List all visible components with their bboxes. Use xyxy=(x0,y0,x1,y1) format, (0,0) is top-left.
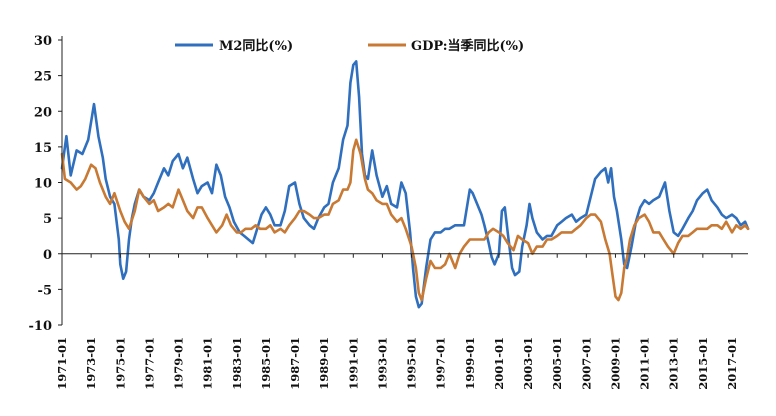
x-tick-label: 2017-01 xyxy=(725,337,739,390)
x-tick-label: 1993-01 xyxy=(375,337,389,390)
x-tick-label: 1977-01 xyxy=(142,337,156,390)
x-tick-label: 1999-01 xyxy=(463,337,477,390)
x-tick-label: 1997-01 xyxy=(434,337,448,390)
x-tick-label: 1979-01 xyxy=(172,337,186,390)
x-tick-label: 2007-01 xyxy=(579,337,593,390)
y-tick-label: 30 xyxy=(34,34,52,49)
x-tick-label: 2009-01 xyxy=(608,337,622,390)
legend-label-1: GDP:当季同比(%) xyxy=(411,38,524,54)
y-tick-label: 15 xyxy=(34,141,52,156)
x-tick-label: 2005-01 xyxy=(550,337,564,390)
x-tick-label: 1989-01 xyxy=(317,337,331,390)
y-tick-label: 5 xyxy=(43,212,52,227)
x-tick-label: 2001-01 xyxy=(492,337,506,390)
legend-label-0: M2同比(%) xyxy=(219,38,293,54)
x-tick-label: 2013-01 xyxy=(667,337,681,390)
y-tick-label: -10 xyxy=(29,319,53,334)
x-tick-label: 1973-01 xyxy=(84,337,98,390)
x-tick-label: 1991-01 xyxy=(346,337,360,390)
x-tick-label: 1985-01 xyxy=(259,337,273,390)
x-tick-label: 1995-01 xyxy=(405,337,419,390)
x-tick-label: 1981-01 xyxy=(201,337,215,390)
y-tick-label: 0 xyxy=(43,248,52,263)
series-line-0 xyxy=(60,60,750,309)
plot-area xyxy=(60,60,750,309)
x-tick-label: 1983-01 xyxy=(230,337,244,390)
x-tick-label: 2003-01 xyxy=(521,337,535,390)
x-tick-label: 2011-01 xyxy=(638,337,652,390)
x-tick-label: 2015-01 xyxy=(696,337,710,390)
y-tick-label: 20 xyxy=(34,105,52,120)
y-tick-label: -5 xyxy=(38,283,52,298)
x-tick-label: 1987-01 xyxy=(288,337,302,390)
x-tick-label: 1971-01 xyxy=(55,337,69,390)
series-line-1 xyxy=(60,138,750,302)
x-tick-label: 1975-01 xyxy=(113,337,127,390)
legend: M2同比(%) GDP:当季同比(%) xyxy=(175,38,524,54)
y-tick-label: 10 xyxy=(34,177,52,192)
y-tick-label: 25 xyxy=(34,70,52,85)
